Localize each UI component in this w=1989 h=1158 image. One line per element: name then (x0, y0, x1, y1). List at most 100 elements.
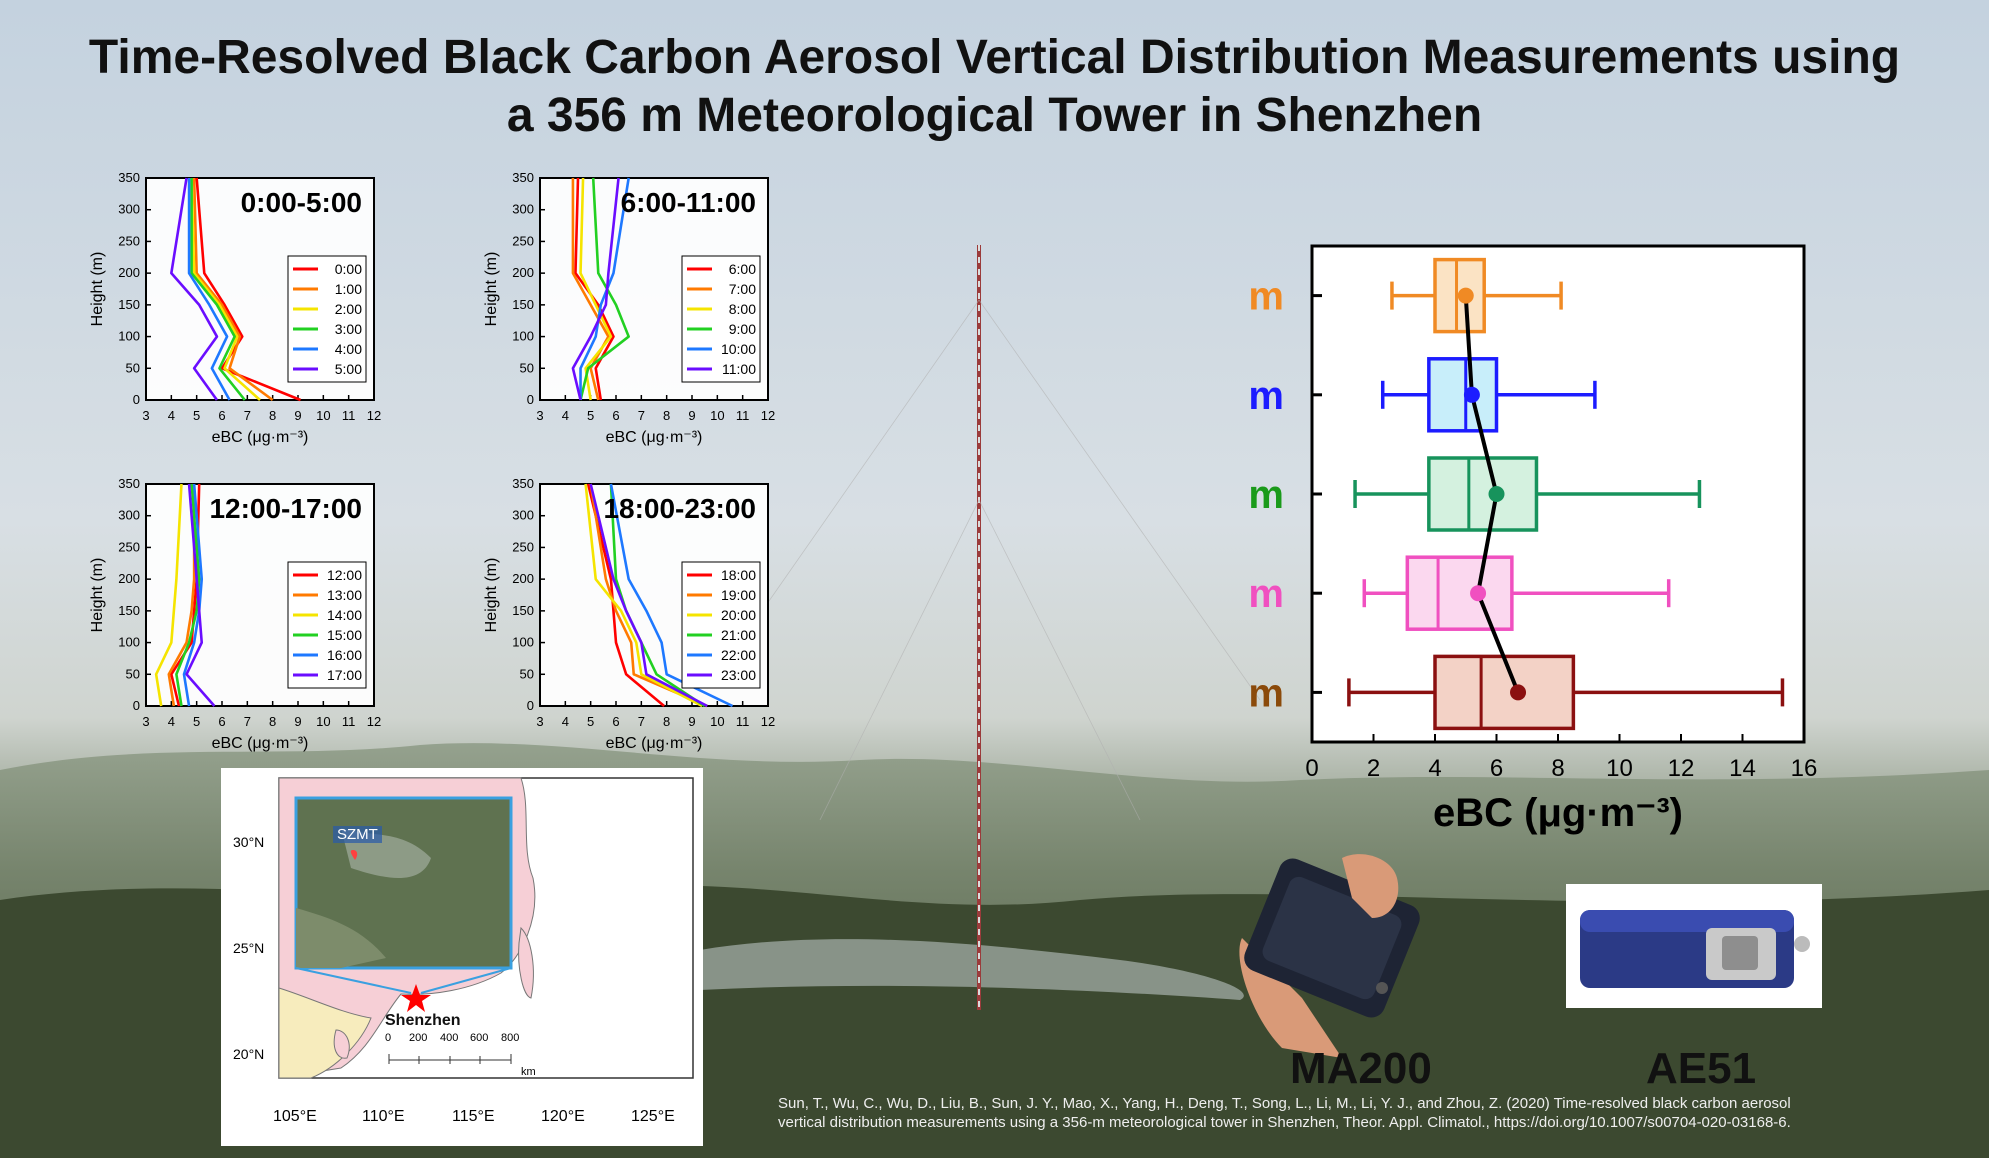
box-iqr (1427, 456, 1539, 532)
x-tick-label: 8 (269, 714, 276, 729)
series-line-2:00 (190, 177, 261, 401)
star-icon (401, 984, 431, 1012)
legend-label: 2:00 (335, 301, 362, 317)
legend-label: 12:00 (327, 567, 362, 583)
citation-line-2: vertical distribution measurements using… (778, 1114, 1791, 1131)
x-tick-label: 4 (1428, 755, 1441, 782)
map-lon-label-120: 120°E (541, 1108, 585, 1125)
ae51-label: AE51 (1646, 1044, 1757, 1093)
series-line-15:00 (175, 483, 201, 707)
x-tick-label: 16 (1791, 755, 1818, 782)
box-plot-panel: 0 2 4 6 8 10 12 14 16 eBC (μg·m⁻³) 350 m 200 m 100 m… (1171, 220, 1840, 860)
x-axis-label: eBC (μg·m⁻³) (212, 429, 309, 446)
y-tick-label: 350 (118, 170, 140, 185)
map-lon-label-115: 115°E (452, 1108, 495, 1125)
map-lat-label-25: 25°N (233, 940, 265, 956)
x-tick-label: 12 (761, 714, 775, 729)
y-tick-label: 0 (527, 698, 534, 713)
legend-label: 23:00 (721, 667, 756, 683)
series-line-20:00 (584, 483, 703, 708)
y-tick-label: 50 (126, 666, 140, 681)
box-category-label: 0 m (1240, 671, 1284, 715)
x-tick-label: 5 (587, 714, 594, 729)
x-tick-label: 3 (536, 408, 543, 423)
panel-6-11: 3 4 5 6 7 8 9 10 11 12 0 50 100 150 200 250 300 350 eBC (μ… (464, 168, 844, 458)
legend-label: 9:00 (729, 321, 756, 337)
legend-label: 21:00 (721, 627, 756, 643)
legend-label: 15:00 (327, 627, 362, 643)
ma200-device-image (1239, 854, 1420, 1058)
series-line-14:00 (154, 483, 183, 707)
x-axis-label: eBC (μg·m⁻³) (606, 429, 703, 446)
panel-title: 6:00-11:00 (621, 187, 756, 218)
y-tick-label: 250 (512, 233, 534, 248)
x-tick-label: 14 (1729, 755, 1756, 782)
mean-point (1457, 287, 1474, 304)
x-tick-label: 7 (244, 714, 251, 729)
legend-label: 18:00 (721, 567, 756, 583)
legend-label: 8:00 (729, 301, 756, 317)
series-line-16:00 (182, 483, 204, 707)
series-line-19:00 (589, 483, 708, 708)
series-line-5:00 (170, 177, 219, 401)
x-tick-label: 5 (587, 408, 594, 423)
series-line-4:00 (187, 178, 231, 401)
location-map: SZMT Shenzhen 30°N 25°N 20°N 105°E 110°E… (221, 768, 703, 1146)
y-tick-label: 300 (512, 508, 534, 523)
legend-label: 6:00 (729, 261, 756, 277)
y-tick-label: 50 (126, 360, 140, 375)
box-category-label: 200 m (1240, 374, 1284, 418)
citation: Sun, T., Wu, C., Wu, D., Liu, B., Sun, J… (778, 1094, 1938, 1132)
ae51-device-image (1566, 884, 1822, 1008)
panel-title: 18:00-23:00 (603, 493, 756, 524)
y-axis-label: Height (m) (89, 252, 106, 327)
x-tick-label: 6 (218, 408, 225, 423)
x-tick-label: 9 (688, 714, 695, 729)
x-tick-label: 7 (638, 408, 645, 423)
legend-label: 5:00 (335, 361, 362, 377)
x-tick-label: 10 (316, 408, 330, 423)
y-tick-label: 0 (527, 392, 534, 407)
legend-label: 1:00 (335, 281, 362, 297)
legend-box (287, 255, 367, 383)
series-line-17:00 (185, 483, 216, 707)
y-tick-label: 250 (512, 539, 534, 554)
map-scale-tick-600: 600 (470, 1032, 489, 1044)
series-line-23:00 (589, 483, 708, 708)
legend-label: 14:00 (327, 607, 362, 623)
legend-label: 16:00 (327, 647, 362, 663)
y-tick-label: 300 (118, 202, 140, 217)
mean-point (1463, 386, 1480, 403)
x-tick-label: 11 (736, 714, 750, 729)
y-tick-label: 0 (133, 392, 140, 407)
y-tick-label: 200 (118, 265, 140, 280)
y-tick-label: 150 (118, 603, 140, 618)
x-tick-label: 11 (342, 408, 356, 423)
legend-label: 11:00 (722, 361, 756, 377)
citation-line-1: Sun, T., Wu, C., Wu, D., Liu, B., Sun, J… (778, 1095, 1791, 1112)
series-line-22:00 (609, 483, 734, 708)
x-tick-label: 3 (142, 714, 149, 729)
y-tick-label: 0 (133, 698, 140, 713)
x-tick-label: 4 (562, 714, 569, 729)
series-line-6:00 (574, 177, 615, 401)
map-inset-label: SZMT (333, 826, 382, 843)
x-tick-label: 6 (218, 714, 225, 729)
x-tick-label: 12 (367, 408, 381, 423)
x-tick-label: 0 (1305, 755, 1318, 782)
x-tick-label: 4 (168, 714, 175, 729)
x-tick-label: 3 (536, 714, 543, 729)
x-tick-label: 8 (663, 408, 670, 423)
legend-label: 10:00 (721, 341, 756, 357)
x-tick-label: 8 (663, 714, 670, 729)
y-axis-label: Height (m) (483, 558, 500, 633)
x-axis-label: eBC (μg·m⁻³) (212, 735, 309, 752)
x-tick-label: 6 (1490, 755, 1503, 782)
title-line-2: a 356 m Meteorological Tower in Shenzhen (506, 89, 1483, 142)
y-tick-label: 100 (118, 329, 140, 344)
x-tick-label: 10 (710, 714, 724, 729)
title-line-1: Time-Resolved Black Carbon Aerosol Verti… (88, 31, 1901, 84)
y-tick-label: 350 (512, 476, 534, 491)
x-tick-label: 5 (193, 408, 200, 423)
panel-12-17: 3 4 5 6 7 8 9 10 11 12 0 50 100 150 200 250 300 350 eBC (μ… (70, 474, 450, 764)
